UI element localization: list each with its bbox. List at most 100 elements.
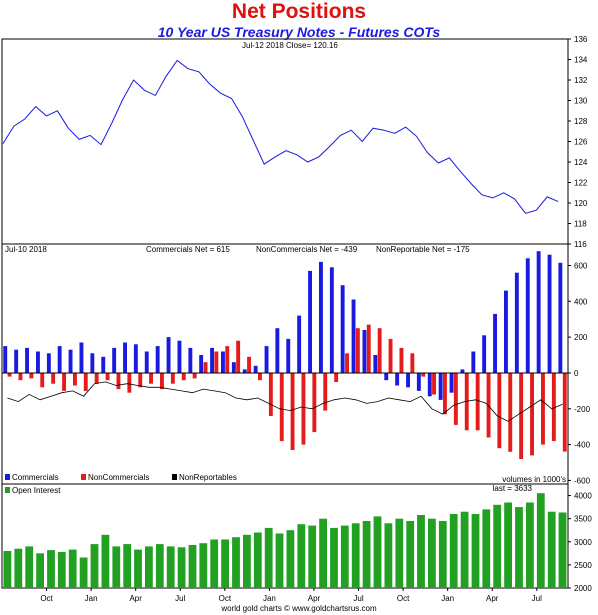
open-interest-bar (177, 547, 186, 588)
noncommercials-bar (562, 373, 567, 452)
open-interest-bar (460, 511, 469, 588)
open-interest-bar (79, 557, 88, 588)
noncommercials-bar (73, 373, 77, 386)
legend-swatch-nonreportables (172, 474, 177, 480)
noncommercials-bar (51, 373, 56, 384)
noncommercials-bar (40, 373, 45, 388)
price-ytick-label: 134 (574, 56, 588, 65)
open-interest-bar (36, 553, 44, 588)
x-tick-label: Oct (397, 594, 410, 603)
open-interest-bar (166, 546, 175, 588)
commercials-bar (242, 369, 247, 373)
open-interest-bar (286, 530, 295, 588)
commercials-bar (373, 355, 378, 373)
noncommercials-bar (62, 373, 66, 391)
commercials-bar (406, 373, 410, 388)
commercials-bar (351, 299, 356, 373)
oi-last-label: last = 3633 (493, 484, 533, 493)
x-tick-label: Apr (308, 594, 321, 603)
noncommercials-bar (268, 373, 273, 416)
noncommercials-bar (366, 324, 371, 373)
open-interest-bar (297, 524, 306, 588)
open-interest-bar (134, 549, 142, 588)
noncommercials-bar (116, 373, 121, 390)
noncommercials-bar (18, 373, 23, 381)
price-line (2, 59, 559, 214)
chart-subtitle: 10 Year US Treasury Notes - Futures COTs (157, 24, 441, 40)
commercials-bar (308, 270, 312, 373)
noncommercials-bar (432, 373, 436, 395)
open-interest-bar (384, 523, 393, 588)
net-ytick-label: -600 (574, 476, 591, 485)
noncommercials-bar (486, 373, 491, 438)
open-interest-bar (330, 527, 338, 588)
open-interest-bar (243, 534, 251, 588)
x-tick-label: Jul (532, 594, 542, 603)
open-interest-bar (558, 512, 567, 588)
noncommercials-bar (388, 338, 393, 373)
noncommercials-bar (279, 373, 284, 442)
open-interest-bar (471, 514, 480, 588)
price-ytick-label: 116 (574, 240, 587, 249)
open-interest-bar (145, 546, 153, 588)
price-ytick-label: 124 (574, 158, 588, 167)
net-ytick-label: 600 (574, 261, 588, 270)
noncommercials-bar (236, 340, 241, 373)
open-interest-bar (340, 525, 349, 588)
noncommercials-bar (83, 373, 88, 391)
commercials-bar (275, 328, 280, 373)
commercials-bar (90, 353, 95, 373)
price-ytick-label: 122 (574, 179, 588, 188)
open-interest-bar (275, 533, 284, 588)
legend-label-commercials: Commercials (12, 473, 59, 482)
price-ytick-label: 120 (574, 199, 588, 208)
commercials-bar (482, 335, 487, 373)
commercials-bar (514, 272, 519, 373)
open-interest-bar (47, 550, 55, 588)
commercials-bar (166, 337, 171, 373)
open-interest-bar (351, 523, 360, 588)
open-interest-bar (526, 502, 534, 588)
commercials-bar (210, 347, 214, 373)
noncommercials-bar (192, 373, 197, 379)
commercials-bar (14, 349, 19, 373)
x-tick-label: Oct (40, 594, 53, 603)
commercials-bar (493, 313, 497, 373)
noncommercials-net-label: NonCommercials Net = -439 (256, 245, 358, 254)
noncommercials-bar (355, 328, 360, 373)
open-interest-bar (25, 546, 34, 588)
commercials-bar (547, 254, 552, 373)
commercials-bar (460, 369, 465, 373)
price-ytick-label: 128 (574, 117, 588, 126)
oi-ytick-label: 4000 (574, 492, 592, 501)
commercials-bar (177, 340, 182, 373)
commercials-bar (558, 262, 563, 373)
commercials-bar (25, 347, 29, 373)
noncommercials-bar (214, 351, 219, 373)
open-interest-bar (319, 518, 327, 588)
commercials-bar (297, 315, 302, 373)
legend-label-open-interest: Open Interest (12, 486, 61, 495)
noncommercials-bar (170, 373, 175, 384)
open-interest-bar (221, 539, 229, 588)
noncommercials-bar (399, 347, 404, 373)
commercials-bar (155, 346, 160, 373)
net-ytick-label: 400 (574, 297, 588, 306)
open-interest-chart: 2000 2500 3000 3500 4000 Oct Jan Apr Jul Oct Jan Ap… (3, 492, 592, 603)
noncommercials-bar (530, 373, 534, 456)
noncommercials-bar (149, 373, 153, 384)
open-interest-bar (493, 504, 502, 588)
volumes-note: volumes in 1000's (502, 475, 566, 484)
open-interest-bar (14, 548, 23, 588)
commercials-bar (449, 373, 454, 393)
legend-label-nonreportables: NonReportables (179, 473, 237, 482)
nonreportable-net-label: NonReportable Net = -175 (376, 245, 470, 254)
noncommercials-bar (453, 373, 458, 425)
open-interest-bar (210, 539, 219, 588)
price-panel-frame (1, 38, 569, 245)
net-ytick-label: 0 (574, 369, 579, 378)
open-interest-bar (362, 521, 371, 588)
noncommercials-bar (377, 328, 382, 373)
open-interest-bar (308, 525, 317, 588)
noncommercials-bar (301, 373, 306, 445)
